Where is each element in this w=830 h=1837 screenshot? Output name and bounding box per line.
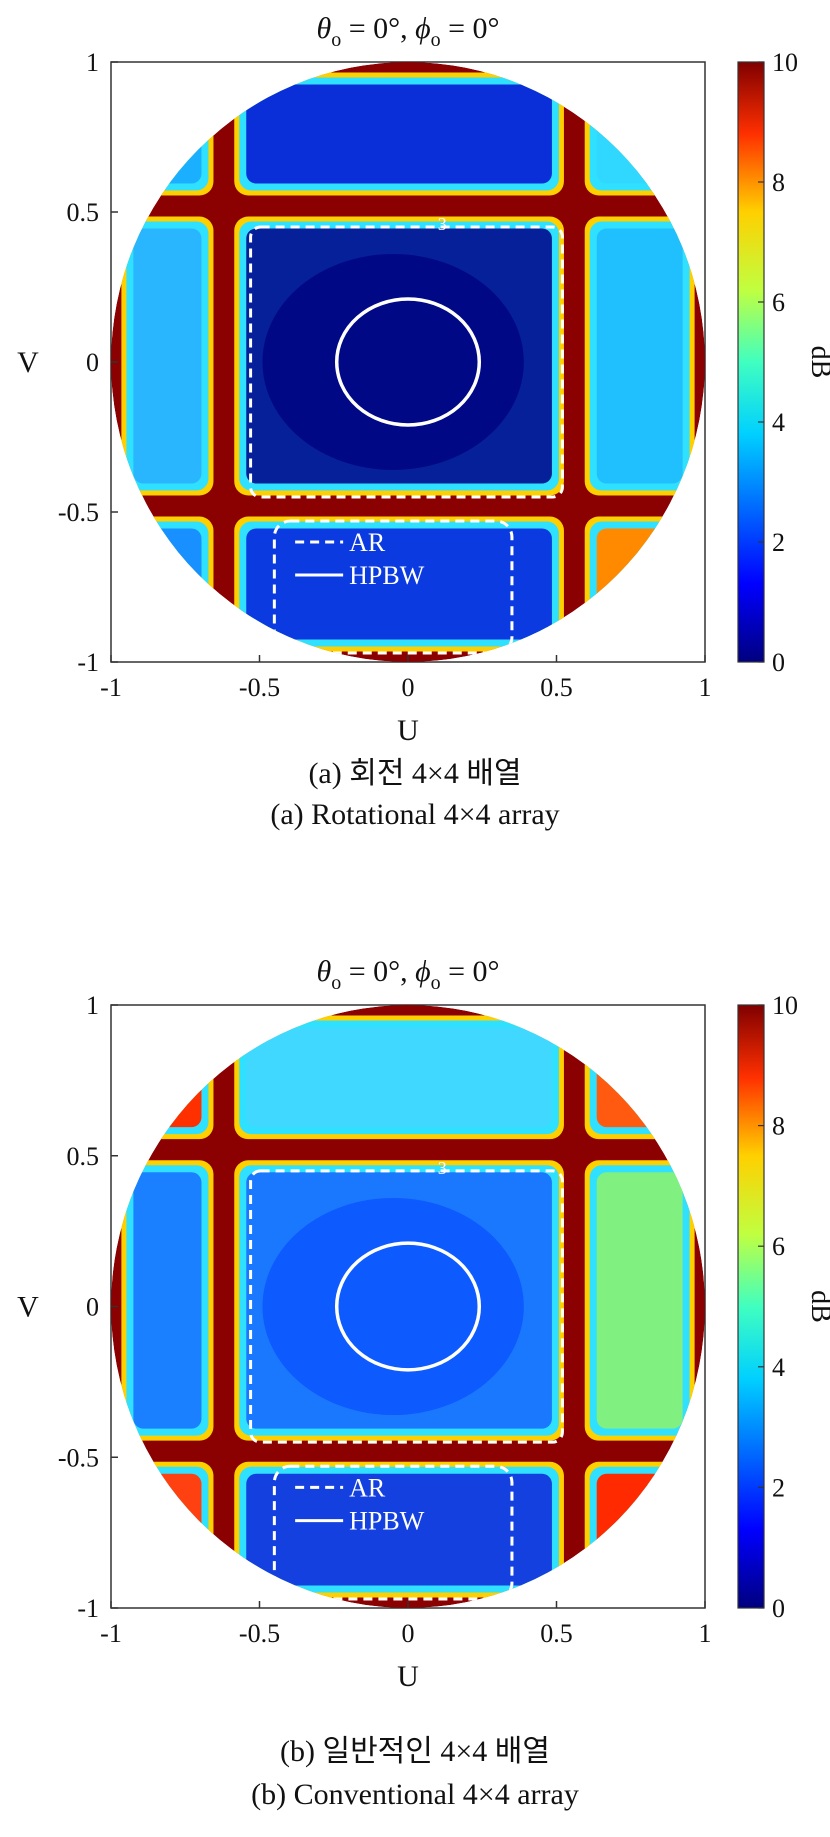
y-axis-label: V (17, 346, 39, 379)
x-tick-label: 0 (402, 1619, 415, 1648)
colorbar-tick-label: 4 (772, 1353, 785, 1382)
main-beam-core (262, 1197, 524, 1416)
hpbw-circle (334, 297, 482, 427)
colorbar-tick-label: 8 (772, 1112, 785, 1141)
caption-a-english: (a) Rotational 4×4 array (270, 798, 560, 831)
y-tick-label: -0.5 (58, 1443, 99, 1472)
cell-middle-right (596, 228, 683, 484)
y-tick-label: 0.5 (67, 1142, 100, 1171)
x-axis-label: U (397, 1660, 419, 1693)
cell-middle-right (596, 1172, 683, 1429)
y-tick-label: 0.5 (67, 198, 100, 227)
legend-label-hpbw: HPBW (349, 1507, 425, 1536)
ar-contour-main (249, 225, 564, 499)
y-tick-label: 1 (86, 991, 99, 1020)
x-tick-label: 0 (402, 673, 415, 702)
legend-label-hpbw: HPBW (349, 561, 425, 590)
cell-top-center (246, 1027, 552, 1128)
colorbar-tick-label: 4 (772, 408, 785, 437)
cell-bottom-center (246, 1473, 552, 1586)
colorbar (737, 1004, 765, 1609)
y-tick-label: -0.5 (58, 498, 99, 527)
x-tick-label: 1 (699, 673, 712, 702)
cell-middle-left (133, 1172, 202, 1429)
y-tick-label: 0 (86, 1293, 99, 1322)
contour-label: 3 (438, 1158, 447, 1178)
y-tick-label: -1 (77, 1594, 99, 1623)
cell-top-center (246, 84, 552, 184)
colorbar-tick-label: 0 (772, 648, 785, 677)
chart-title: θo = 0°, ϕo = 0° (316, 12, 499, 51)
x-tick-label: 1 (699, 1619, 712, 1648)
contour-label: 3 (438, 214, 447, 234)
x-tick-label: -0.5 (239, 1619, 280, 1648)
ar-contour-bottom (272, 1464, 514, 1601)
cell-bottom-center (246, 528, 552, 640)
x-axis-label: U (397, 714, 419, 747)
colorbar-label: dB (805, 1290, 830, 1323)
y-tick-label: 1 (86, 48, 99, 77)
y-tick-label: 0 (86, 348, 99, 377)
colorbar-tick-label: 2 (772, 1473, 785, 1502)
x-tick-label: -1 (100, 673, 122, 702)
chart-panel-a: 3 AR HPBW -1 -0.5 0 0.5 1 1 0.5 0 -0.5 -1 U Vθo = 0°, … (17, 12, 830, 747)
colorbar-tick-label: 10 (772, 48, 798, 77)
x-tick-label: 0.5 (540, 1619, 573, 1648)
colorbar-label: dB (805, 346, 830, 379)
ar-contour-main (249, 1169, 564, 1444)
x-tick-label: -1 (100, 1619, 122, 1648)
caption-b-korean: (b) 일반적인 4×4 배열 (280, 1735, 550, 1768)
colorbar-tick-label: 2 (772, 528, 785, 557)
caption-a-korean: (a) 회전 4×4 배열 (308, 757, 522, 790)
y-axis-label: V (17, 1291, 39, 1324)
colorbar (737, 61, 765, 663)
chart-panel-b: 3 AR HPBW -1 -0.5 0 0.5 1 1 0.5 0 -0.5 -1 U Vθo = 0°, … (17, 955, 830, 1693)
legend-label-ar: AR (349, 1473, 386, 1502)
colorbar-tick-label: 0 (772, 1594, 785, 1623)
y-tick-label: -1 (77, 648, 99, 677)
heatmap: 3 (111, 62, 705, 662)
hpbw-circle (334, 1241, 482, 1372)
main-beam-core (262, 254, 524, 470)
cell-middle-left (133, 228, 202, 484)
colorbar-tick-label: 6 (772, 288, 785, 317)
colorbar-tick-label: 8 (772, 168, 785, 197)
colorbar-tick-label: 10 (772, 991, 798, 1020)
ar-contour-bottom (272, 519, 514, 655)
chart-title: θo = 0°, ϕo = 0° (316, 955, 499, 994)
legend-label-ar: AR (349, 528, 386, 557)
x-tick-label: -0.5 (239, 673, 280, 702)
x-tick-label: 0.5 (540, 673, 573, 702)
colorbar-tick-label: 6 (772, 1232, 785, 1261)
caption-b-english: (b) Conventional 4×4 array (251, 1778, 579, 1811)
